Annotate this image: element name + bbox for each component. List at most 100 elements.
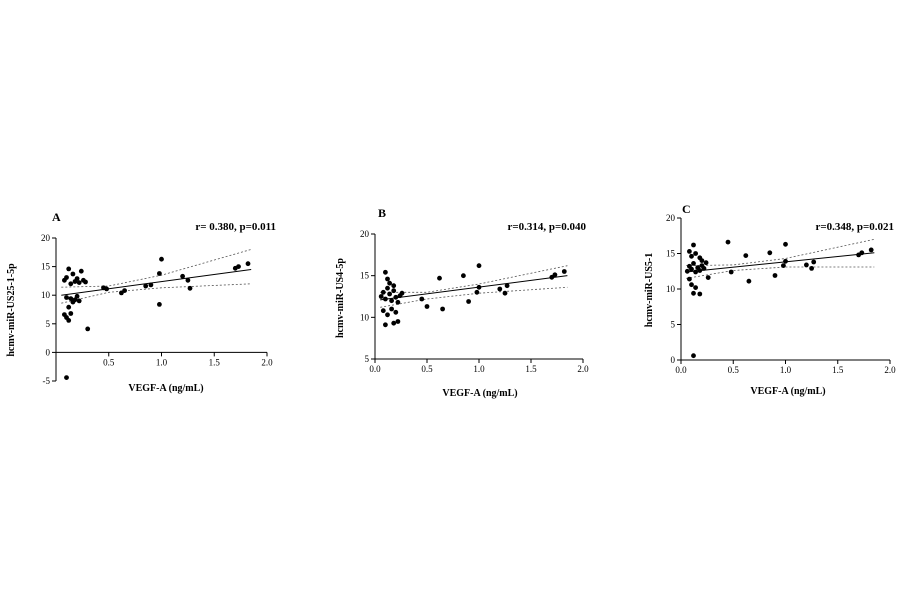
- panel-c-data-point: [809, 266, 814, 271]
- panel-b-data-point: [419, 296, 425, 302]
- panel-b-data-point: [380, 289, 386, 295]
- panel-a-x-axis-label: VEGF-A (ng/mL): [128, 383, 203, 394]
- panel-c-data-point: [687, 276, 692, 282]
- panel-a-data-point: [66, 318, 72, 323]
- panel-c-data-point: [691, 261, 696, 266]
- panel-a-letter: A: [52, 210, 61, 224]
- panel-b-data-point: [399, 290, 405, 296]
- panel-a-data-point: [187, 285, 193, 291]
- panel-c-ci-upper: [686, 238, 875, 266]
- panel-a-data-point: [157, 271, 162, 276]
- panel-b-data-point: [383, 322, 388, 328]
- panel-b-y-tick-label: 5: [365, 354, 370, 364]
- panel-c-data-point: [691, 353, 696, 359]
- panel-a-data-point: [104, 286, 109, 292]
- panel-a-y-tick-label: -5: [43, 376, 51, 386]
- panel-b-data-point: [561, 269, 567, 274]
- panel-b-data-point: [476, 284, 482, 290]
- panel-a-correlation: r= 0.380, p=0.011: [195, 221, 276, 233]
- panel-a-data-point: [236, 264, 241, 269]
- panel-b-x-tick-label: 2.0: [577, 364, 589, 374]
- panel-c-x-tick-label: 0.0: [675, 365, 687, 375]
- panel-b-data-point: [504, 283, 510, 289]
- panel-a-data-point: [68, 281, 74, 287]
- panel-c-data-point: [691, 290, 696, 296]
- panel-b-data-point: [395, 319, 401, 324]
- panel-b-fit-line: [380, 275, 568, 301]
- panel-c-data-point: [746, 278, 752, 284]
- panel-b-y-axis-label: hcmv-miR-US4-5p: [335, 258, 346, 338]
- panel-c-data-point: [725, 239, 731, 245]
- panel-a-data-point: [74, 293, 80, 299]
- panel-c: C r=0.348, p=0.021 VEGF-A (ng/mL) hcmv-m…: [644, 202, 896, 397]
- panel-c-data-point: [728, 269, 734, 275]
- panel-c-y-axis-label: hcmv-miR-US5-1: [644, 253, 655, 327]
- panel-c-data-point: [868, 247, 874, 253]
- panel-a-data-point: [64, 375, 69, 380]
- panel-b-data-point: [380, 308, 386, 314]
- panel-b-data-point: [395, 299, 401, 305]
- panel-b-data-point: [383, 269, 388, 275]
- panel-c-data-point: [703, 260, 709, 266]
- panel-b-data-point: [385, 276, 390, 282]
- panel-a-y-tick-label: 0: [46, 347, 51, 357]
- panel-b-data-point: [461, 273, 466, 279]
- panel-c-data-point: [743, 253, 749, 258]
- panel-b-x-tick-label: 1.5: [525, 364, 537, 374]
- panel-c-data-point: [693, 269, 698, 275]
- panel-c-data-point: [705, 275, 711, 280]
- panel-c-data-point: [811, 259, 817, 265]
- panel-a-data-point: [66, 266, 72, 272]
- panel-c-data-point: [804, 262, 809, 268]
- panel-a-data-point: [68, 296, 74, 301]
- panel-b-data-point: [391, 283, 397, 289]
- panel-b-ci-lower: [380, 286, 568, 308]
- panel-b-data-point: [385, 312, 390, 318]
- panel-b-data-point: [389, 298, 394, 304]
- panel-a-data-point: [122, 288, 127, 293]
- panel-a-data-point: [64, 275, 69, 280]
- panel-a-fit-line: [61, 268, 252, 296]
- panel-c-y-tick-label: 5: [671, 320, 676, 330]
- panel-b-data-point: [391, 320, 397, 326]
- panel-a-x-tick-label: 2.0: [261, 357, 273, 367]
- panel-b-data-point: [474, 289, 480, 295]
- panel-a-y-tick-label: 15: [41, 262, 51, 272]
- panel-c-data-point: [767, 250, 773, 256]
- panel-c-data-point: [781, 263, 786, 268]
- panel-b-data-point: [383, 296, 388, 302]
- panel-a-data-point: [78, 268, 84, 274]
- panel-c-ci-lower: [686, 266, 875, 279]
- panel-b-data-point: [552, 272, 558, 278]
- panel-c-y-tick-label: 15: [666, 249, 676, 259]
- panel-b-data-point: [393, 294, 399, 300]
- panel-a-data-point: [70, 271, 76, 277]
- panel-b-data-point: [387, 291, 392, 297]
- panel-b-data-point: [385, 285, 390, 291]
- panel-c-data-point: [699, 258, 705, 263]
- panel-a-data-point: [180, 273, 186, 279]
- panel-b-data-point: [393, 309, 399, 315]
- panel-c-x-tick-label: 1.5: [832, 365, 844, 375]
- panel-c-x-tick-label: 2.0: [884, 365, 896, 375]
- panel-b-correlation: r=0.314, p=0.040: [507, 221, 586, 233]
- panel-a-y-tick-label: 20: [41, 233, 51, 243]
- panel-a-data-point: [83, 279, 88, 285]
- panel-b-x-tick-label: 0.0: [369, 364, 381, 374]
- panel-c-data-point: [693, 251, 698, 256]
- panel-c-data-point: [701, 266, 707, 271]
- panel-a-data-point: [76, 280, 82, 285]
- panel-c-data-point: [859, 250, 865, 256]
- panel-c-data-point: [783, 258, 788, 264]
- panel-b-data-point: [502, 290, 508, 296]
- panel-b-x-tick-label: 1.0: [473, 364, 485, 374]
- panel-a-data-point: [143, 283, 149, 289]
- panel-c-data-point: [689, 282, 694, 288]
- panel-c-data-point: [783, 241, 788, 247]
- panel-a-data-point: [74, 276, 80, 281]
- panel-a-data-point: [76, 298, 82, 304]
- panel-c-data-point: [772, 273, 778, 278]
- panel-b-data-point: [437, 275, 442, 281]
- panel-c-data-point: [691, 242, 696, 248]
